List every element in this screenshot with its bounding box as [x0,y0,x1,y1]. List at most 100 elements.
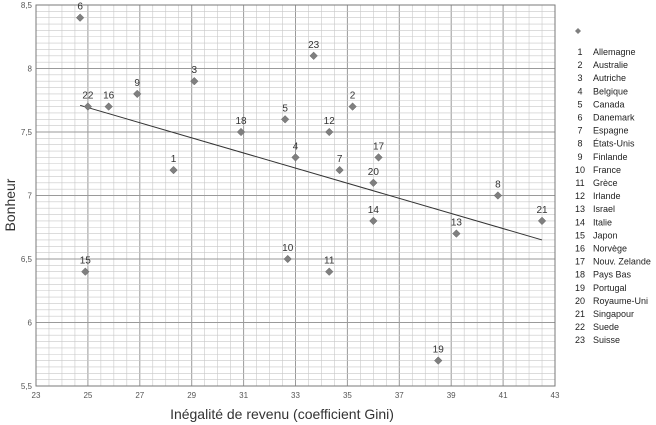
data-point-marker [325,127,334,137]
legend: 1 Allemagne 2 Australie 3 Autriche 4 Belgique 5 C… [575,28,651,345]
data-point-marker [309,51,318,60]
data-point-label: 21 [536,205,548,216]
data-point-marker [236,127,246,137]
legend-number: 23 [575,335,585,345]
legend-number: 13 [575,204,585,214]
y-tick-label: 5,5 [21,382,33,391]
data-point-marker [434,356,443,365]
legend-entry: Singapour [593,309,634,319]
legend-number: 12 [575,191,585,201]
x-tick-label: 27 [135,391,144,400]
data-point-marker [169,165,178,175]
legend-number: 19 [575,283,585,293]
data-point-label: 1 [171,154,177,165]
data-point-label: 20 [368,167,380,178]
data-point-label: 16 [103,91,115,102]
data-point-label: 15 [80,256,92,267]
trendline [79,104,543,241]
data-point-marker [493,191,503,200]
legend-entry: Nouv. Zelande [593,257,651,267]
data-point-marker [283,254,292,264]
legend-number: 6 [577,113,582,123]
legend-number: 16 [575,244,585,254]
legend-number: 14 [575,217,585,227]
data-point-marker [452,229,461,238]
data-point-marker [133,89,142,99]
x-tick-label: 25 [83,391,92,400]
data-point-marker [81,267,90,276]
y-tick-label: 8,5 [21,1,33,10]
x-tick-label: 39 [447,391,456,400]
data-point-marker [75,13,85,22]
grid [35,4,556,387]
legend-entry: Suisse [593,335,620,345]
legend-number: 17 [575,257,585,267]
x-tick-label: 31 [239,391,248,400]
legend-entry: Irlande [593,191,621,201]
data-point-marker [325,267,334,276]
legend-number: 2 [577,60,582,70]
data-point-marker [291,153,300,162]
legend-number: 3 [577,73,582,83]
legend-entry: Pays Bas [593,270,632,280]
legend-number: 20 [575,296,585,306]
legend-number: 4 [577,86,582,96]
y-tick-label: 7 [28,192,33,201]
data-point-marker [369,178,378,187]
data-point-marker [190,77,199,86]
plot-border [35,4,556,387]
x-axis-title: Inégalité de revenu (coefficient Gini) [170,406,394,422]
legend-entry: France [593,165,621,175]
legend-entry: Canada [593,99,625,109]
x-tick-label: 41 [499,391,508,400]
data-point-marker [537,216,547,226]
legend-entry: Autriche [593,73,626,83]
x-tick-label: 35 [343,391,352,400]
legend-entry: Australie [593,60,628,70]
data-point-label: 12 [324,116,336,127]
legend-number: 22 [575,322,585,332]
legend-entry: Japon [593,230,618,240]
y-tick-label: 6 [28,319,33,328]
data-point-marker [348,102,357,111]
legend-number: 8 [577,139,582,149]
axis-ticks: 23 25 27 29 31 33 35 37 39 41 435,566,577,588,5 [21,1,560,400]
data-point-label: 3 [192,65,198,76]
data-point-marker [374,153,383,162]
legend-entry: Danemark [593,113,635,123]
data-point-label: 4 [293,141,299,152]
x-tick-label: 37 [395,391,404,400]
data-point-label: 19 [433,345,445,356]
legend-entry: Italie [593,217,612,227]
x-tick-label: 23 [32,391,41,400]
legend-number: 15 [575,230,585,240]
legend-number: 5 [577,99,582,109]
legend-entry: Portugal [593,283,627,293]
data-point-label: 18 [235,116,247,127]
data-point-label: 11 [324,256,335,267]
x-tick-label: 33 [291,391,300,400]
data-point-label: 5 [282,103,288,114]
data-point-label: 9 [134,78,140,89]
data-point-label: 2 [350,91,356,102]
y-axis-title: Bonheur [2,178,18,231]
legend-entry: Allemagne [593,47,636,57]
legend-entry: Suede [593,322,619,332]
legend-number: 1 [577,47,582,57]
data-point-label: 17 [373,141,385,152]
data-point-label: 6 [77,2,83,13]
legend-entry: Belgique [593,86,628,96]
legend-entry: Grèce [593,178,618,188]
legend-number: 10 [575,165,585,175]
legend-number: 18 [575,270,585,280]
legend-entry: Israel [593,204,615,214]
data-point-marker [335,165,344,175]
data-point-marker [83,102,93,111]
legend-entry: Finlande [593,152,628,162]
data-point-label: 23 [308,40,320,51]
data-point-label: 13 [451,218,463,229]
x-tick-label: 43 [551,391,560,400]
x-tick-label: 29 [187,391,196,400]
